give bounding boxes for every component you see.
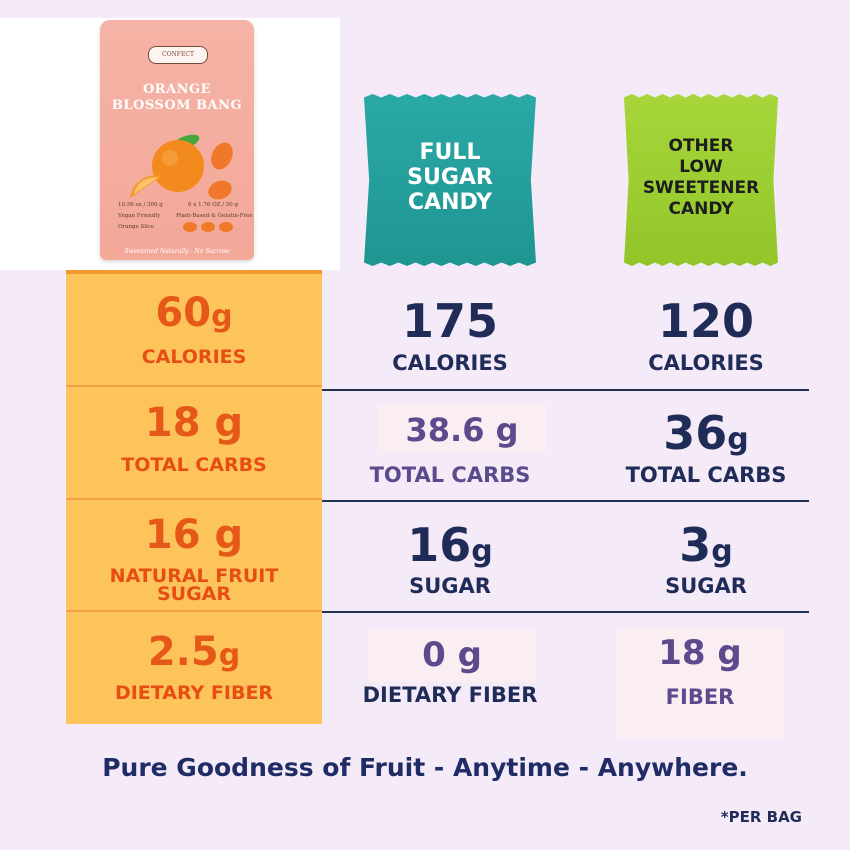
- bag-tagline: Sweetened Naturally - No Sucrose: [124, 248, 230, 255]
- orange-fruit-icon: [130, 134, 233, 200]
- low-sweetener-sugar-value: 3g: [679, 518, 733, 572]
- our-fiber-value: 2.5g: [147, 629, 241, 675]
- low-sweetener-calories-value: 120: [657, 294, 755, 348]
- row-divider: [322, 389, 809, 391]
- bag-weight-right: 6 x 1.76 OZ / 50 g: [188, 202, 239, 208]
- column-divider: [66, 610, 322, 612]
- low-sweetener-candy-packet: OTHER LOW SWEETENER CANDY: [624, 94, 778, 266]
- our-sugar-label-line1: NATURAL FRUIT: [109, 565, 279, 587]
- our-calories-label: CALORIES: [141, 346, 247, 368]
- full-sugar-fiber-label: DIETARY FIBER: [362, 683, 538, 707]
- low-sweetener-calories-label: CALORIES: [648, 351, 764, 375]
- column-top-border: [66, 270, 322, 274]
- low-sweetener-sugar-label: SUGAR: [665, 574, 747, 598]
- full-sugar-sugar-label: SUGAR: [409, 574, 491, 598]
- our-calories-value: 60g: [155, 290, 233, 336]
- bag-title-line1: ORANGE: [142, 82, 212, 97]
- bag-weight-left: 10.56 oz / 300 g: [118, 202, 163, 208]
- our-fiber-label: DIETARY FIBER: [114, 682, 274, 704]
- full-sugar-carbs-value: 38.6 g: [405, 411, 519, 449]
- low-sweetener-carbs-value: 36g: [663, 406, 749, 460]
- value-highlight: [378, 404, 546, 454]
- low-sweetener-fiber-value: 18 g: [658, 633, 742, 673]
- full-sugar-candy-packet: FULL SUGAR CANDY: [364, 94, 536, 266]
- our-sugar-value: 16 g: [144, 512, 244, 558]
- low-sweetener-fiber-label: FIBER: [665, 685, 735, 709]
- value-highlight: [368, 630, 536, 682]
- full-sugar-candy-label: FULL SUGAR CANDY: [407, 140, 493, 215]
- candy-slices-icon: [183, 222, 233, 232]
- low-sweetener-carbs-label: TOTAL CARBS: [625, 463, 787, 487]
- bag-claim: Orange Slice: [118, 224, 155, 230]
- bag-title-line2: BLOSSOM BANG: [111, 98, 243, 113]
- full-sugar-carbs-label: TOTAL CARBS: [369, 463, 531, 487]
- full-sugar-calories-label: CALORIES: [392, 351, 508, 375]
- bag-claim: Plant-Based & Gelatin-Free: [176, 213, 253, 219]
- our-sugar-label-line2: SUGAR: [156, 583, 232, 605]
- low-sweetener-candy-label: OTHER LOW SWEETENER CANDY: [642, 136, 760, 219]
- full-sugar-fiber-value: 0 g: [422, 635, 482, 675]
- our-carbs-value: 18 g: [144, 400, 244, 446]
- full-sugar-sugar-value: 16g: [407, 518, 493, 572]
- column-divider: [66, 498, 322, 500]
- brand-logo: CONFECT: [148, 46, 208, 64]
- footer-tagline: Pure Goodness of Fruit - Anytime - Anywh…: [102, 753, 748, 782]
- row-divider: [322, 611, 809, 613]
- our-carbs-label: TOTAL CARBS: [121, 454, 267, 476]
- bag-claim: Vegan Friendly: [118, 213, 161, 219]
- row-divider: [322, 500, 809, 502]
- value-highlight: [616, 628, 784, 738]
- our-product-column: [66, 270, 322, 724]
- per-bag-note: *PER BAG: [720, 808, 802, 826]
- orange-blossom-bang-bag: CONFECT ORANGE BLOSSOM BANG 10.56 oz / 3…: [100, 20, 254, 260]
- column-divider: [66, 385, 322, 387]
- full-sugar-calories-value: 175: [401, 294, 499, 348]
